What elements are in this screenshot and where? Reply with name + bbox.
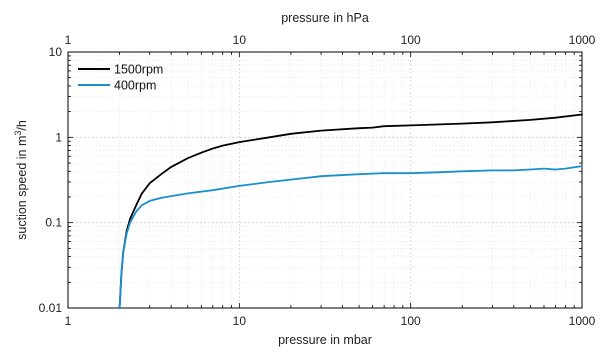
- y-axis-title: suction speed in m3/h: [13, 120, 29, 240]
- legend: 1500rpm 400rpm: [78, 63, 163, 93]
- y-axis-title-superscript: 3: [13, 131, 23, 136]
- tick-marks: [67, 51, 583, 309]
- y-tick-label: 10: [49, 45, 63, 59]
- y-tick-label: 1: [55, 130, 62, 144]
- x-tick-label: 1: [65, 314, 72, 328]
- top-axis-title: pressure in hPa: [281, 11, 369, 25]
- grid: [68, 52, 582, 308]
- x2-tick-label: 10: [233, 33, 247, 47]
- x2-tick-label: 1000: [569, 33, 596, 47]
- y-tick-label: 0.01: [39, 301, 63, 315]
- x2-tick-label: 1: [65, 33, 72, 47]
- x-axis-title: pressure in mbar: [278, 333, 372, 347]
- legend-label-400rpm: 400rpm: [114, 79, 156, 93]
- y-axis-title-suffix: /h: [15, 120, 29, 130]
- series-lines: [118, 113, 583, 309]
- plot-frame: [67, 51, 583, 309]
- series-line-1500rpm: [118, 113, 583, 309]
- series-line-400rpm: [118, 165, 583, 309]
- y-tick-label: 0.1: [45, 216, 62, 230]
- x2-tick-label: 100: [401, 33, 421, 47]
- x-tick-label: 10: [233, 314, 247, 328]
- x-tick-label: 100: [401, 314, 421, 328]
- x-tick-label: 1000: [569, 314, 596, 328]
- y-axis-title-prefix: suction speed in m: [15, 136, 29, 240]
- legend-label-1500rpm: 1500rpm: [114, 63, 163, 77]
